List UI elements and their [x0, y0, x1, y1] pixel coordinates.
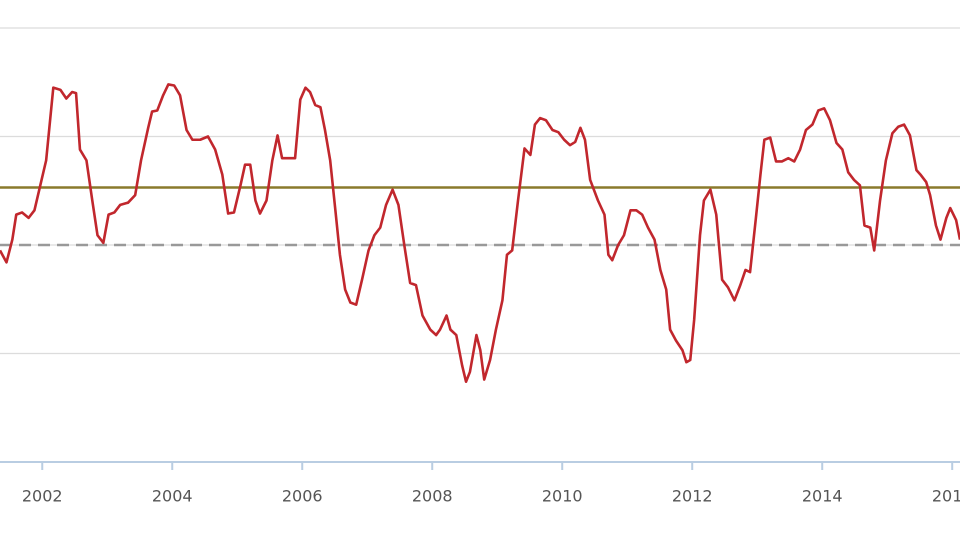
x-tick-label: 2008 [412, 487, 453, 506]
x-tick-label: 2014 [802, 487, 843, 506]
x-tick-label: 2002 [22, 487, 63, 506]
x-tick-label: 2016 [932, 487, 960, 506]
x-tick-label: 2010 [542, 487, 583, 506]
x-tick-label: 2004 [152, 487, 193, 506]
x-tick-label: 2006 [282, 487, 323, 506]
x-tick-label: 2012 [672, 487, 713, 506]
data-line [0, 83, 960, 384]
